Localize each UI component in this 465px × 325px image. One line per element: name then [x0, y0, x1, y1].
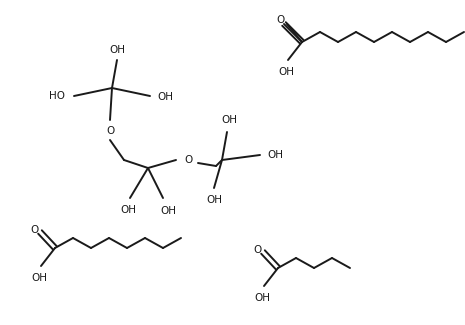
Text: OH: OH [157, 92, 173, 102]
Text: OH: OH [120, 205, 136, 215]
Text: O: O [30, 225, 38, 235]
Text: O: O [253, 245, 261, 255]
Text: OH: OH [278, 67, 294, 77]
Text: OH: OH [109, 45, 125, 55]
Text: O: O [106, 126, 114, 136]
Text: OH: OH [254, 293, 270, 303]
Text: O: O [184, 155, 192, 165]
Text: OH: OH [31, 273, 47, 283]
Text: HO: HO [49, 91, 65, 101]
Text: OH: OH [221, 115, 237, 125]
Text: O: O [276, 15, 284, 25]
Text: OH: OH [160, 206, 176, 216]
Text: OH: OH [267, 150, 283, 160]
Text: OH: OH [206, 195, 222, 205]
